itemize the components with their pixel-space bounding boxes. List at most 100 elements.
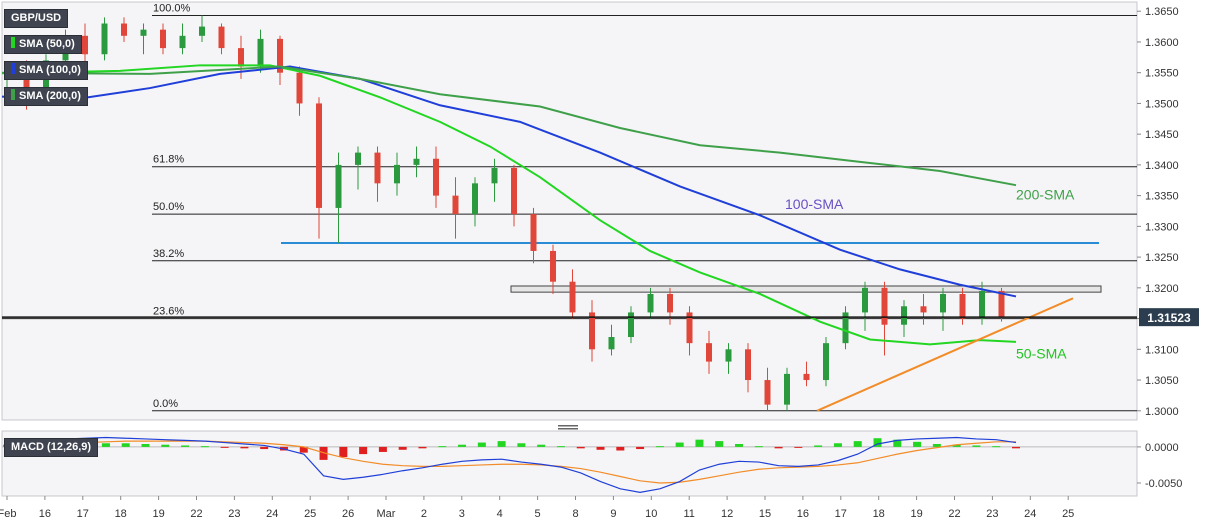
macd-histogram-bar (774, 446, 783, 449)
macd-histogram-bar (992, 446, 1001, 448)
fib-level-label: 61.8% (153, 154, 184, 166)
date-tick-label: 19 (152, 508, 164, 520)
resistance-zone (510, 285, 1102, 293)
candle-body (277, 38, 283, 73)
price-tick-label: 1.3350 (1145, 191, 1179, 203)
macd-signal-line (6, 440, 1016, 484)
date-tick-label: 2 (421, 508, 427, 520)
candle-body (823, 343, 829, 381)
macd-histogram-bar (161, 444, 170, 447)
fib-level-label: 23.6% (153, 306, 184, 318)
sma200-line (1, 65, 1017, 187)
macd-histogram-bar (220, 446, 229, 448)
candle-body (706, 343, 712, 362)
date-tick-label: 5 (535, 508, 541, 520)
candle-body (413, 158, 420, 165)
date-tick-label: 10 (645, 508, 657, 520)
date-tick-label: 26 (342, 508, 354, 520)
fib-level-label: 100.0% (153, 3, 191, 15)
sma100-legend[interactable]: SMA (100,0) (4, 61, 88, 80)
candle-body (433, 158, 439, 196)
macd-histogram-bar (833, 443, 842, 447)
sma200-legend[interactable]: SMA (200,0) (4, 87, 88, 106)
price-tick-label: 1.3500 (1145, 98, 1179, 110)
macd-histogram-bar (260, 446, 269, 450)
candle-body (628, 312, 634, 338)
macd-histogram-bar (121, 443, 130, 447)
macd-histogram-bar (141, 444, 150, 447)
macd-histogram-bar (339, 446, 348, 457)
macd-legend[interactable]: MACD (12,26,9) (4, 438, 99, 457)
candle-body (82, 35, 88, 55)
candle-body (335, 164, 342, 208)
candle-body (667, 293, 673, 313)
sma50-legend[interactable]: SMA (50,0) (4, 35, 82, 54)
candle-body (550, 250, 556, 282)
macd-histogram-bar (240, 446, 249, 449)
candle-body (511, 167, 517, 215)
candle-body (589, 312, 595, 350)
macd-histogram-bar (814, 445, 823, 447)
macd-histogram-bar (181, 445, 190, 447)
macd-histogram-bar (655, 446, 664, 448)
date-tick-label: 23 (228, 508, 240, 520)
candle-body (23, 72, 30, 92)
sma50-line (1, 64, 1017, 346)
macd-histogram-bar (497, 441, 506, 447)
macd-histogram-bar (794, 446, 803, 448)
candle-body (803, 373, 810, 381)
price-tick-label: 1.3100 (1145, 344, 1179, 356)
date-tick-label: Mar (377, 508, 396, 520)
candle-body (296, 72, 303, 104)
macd-histogram-bar (675, 442, 684, 447)
macd-histogram-bar (754, 446, 763, 448)
panel-splitter-handle (558, 425, 578, 427)
candle-body (121, 23, 127, 36)
price-tick-label: 1.3600 (1145, 37, 1179, 49)
candle-body (179, 35, 186, 49)
candle-body (745, 349, 751, 381)
macd-histogram-bar (556, 446, 565, 448)
date-tick-label: 19 (910, 508, 922, 520)
macd-histogram-bar (893, 439, 902, 447)
price-tick-label: 1.3000 (1145, 406, 1179, 418)
macd-histogram-bar (299, 446, 308, 453)
sma100-swatch (11, 63, 15, 74)
macd-histogram-bar (101, 443, 110, 447)
macd-histogram-bar (418, 446, 427, 449)
date-tick-label: Feb (0, 508, 16, 520)
symbol-label: GBP/USD (4, 9, 69, 28)
macd-histogram-bar (458, 444, 467, 447)
macd-histogram-bar (695, 439, 704, 447)
candle-body (920, 306, 927, 313)
candle-body (257, 38, 264, 67)
candle-body (940, 293, 946, 313)
macd-histogram-bar (952, 444, 961, 447)
macd-histogram-bar (319, 446, 328, 460)
sma200-swatch (11, 89, 15, 100)
candle-body (569, 281, 576, 313)
macd-panel (1, 430, 1138, 497)
candle-body (881, 287, 888, 325)
candle-body (725, 349, 732, 362)
candle-body (355, 152, 361, 165)
date-tick-label: 3 (459, 508, 465, 520)
date-tick-label: 16 (39, 508, 51, 520)
candle-body (160, 29, 166, 49)
date-tick-label: 24 (1024, 508, 1036, 520)
candle-body (784, 373, 790, 405)
candle-body (979, 290, 985, 319)
macd-tick-label: -0.0050 (1145, 478, 1182, 490)
macd-histogram-bar (972, 445, 981, 447)
date-tick-label: 4 (497, 508, 503, 520)
macd-histogram-bar (873, 438, 882, 447)
date-tick-label: 17 (835, 508, 847, 520)
macd-histogram-bar (576, 446, 585, 449)
candle-body (472, 183, 478, 215)
date-tick-label: 25 (1062, 508, 1074, 520)
price-tick-label: 1.3450 (1145, 129, 1179, 141)
panel-splitter-handle (558, 428, 578, 430)
macd-histogram-bar (853, 441, 862, 447)
sma100-annotation: 100-SMA (785, 196, 844, 212)
macd-histogram-bar (398, 446, 407, 450)
